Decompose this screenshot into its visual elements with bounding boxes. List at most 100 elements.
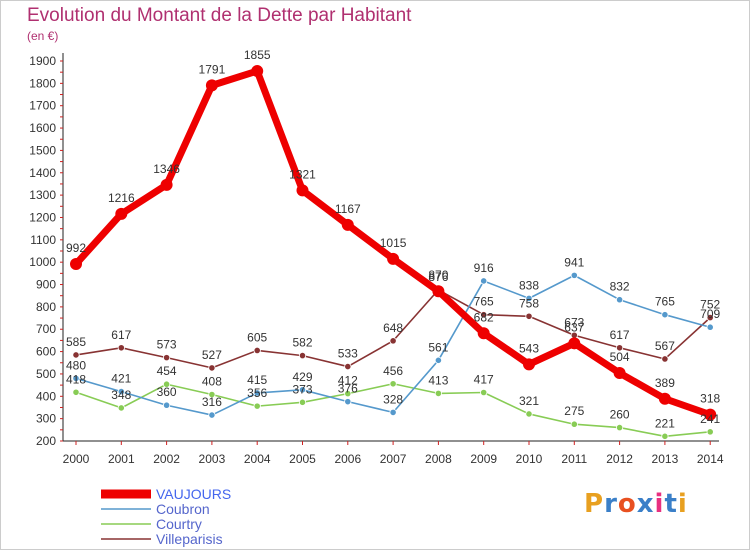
data-label: 648	[383, 321, 403, 335]
data-point	[434, 356, 442, 364]
data-label: 360	[157, 385, 177, 399]
data-point	[615, 423, 624, 432]
y-tick-label: 300	[36, 412, 56, 426]
data-point	[163, 401, 171, 409]
data-label: 637	[564, 320, 584, 334]
data-point	[568, 337, 581, 350]
data-point	[208, 411, 216, 419]
x-tick-label: 2003	[199, 452, 226, 466]
data-label: 838	[519, 278, 539, 292]
data-point	[704, 408, 717, 421]
y-tick-label: 1400	[29, 166, 56, 180]
logo-letter: i	[677, 489, 688, 519]
data-point	[72, 351, 80, 359]
data-label: 356	[247, 386, 267, 400]
x-tick-label: 2013	[652, 452, 679, 466]
data-point	[525, 410, 533, 418]
y-tick-label: 1000	[29, 255, 56, 269]
data-label: 752	[700, 298, 720, 312]
data-label: 418	[66, 372, 86, 386]
data-label: 916	[474, 261, 494, 275]
x-tick-label: 2014	[697, 452, 724, 466]
data-point	[344, 362, 352, 371]
data-point	[70, 257, 82, 270]
x-tick-label: 2000	[63, 452, 90, 466]
data-label: 573	[157, 338, 177, 352]
data-point	[117, 344, 125, 352]
data-label: 567	[655, 339, 675, 353]
data-label: 376	[338, 382, 358, 396]
data-label: 421	[111, 372, 131, 386]
data-point	[613, 367, 626, 380]
data-point	[160, 178, 173, 191]
data-point	[389, 337, 397, 345]
data-point	[661, 432, 669, 440]
data-point	[298, 398, 307, 406]
data-point	[296, 184, 309, 197]
proxiti-logo: Proxiti	[584, 489, 688, 519]
data-point	[163, 354, 171, 362]
data-label: 832	[610, 280, 630, 294]
data-point	[615, 296, 624, 304]
x-tick-label: 2004	[244, 452, 271, 466]
x-tick-label: 2007	[380, 452, 407, 466]
data-point	[389, 408, 397, 416]
y-tick-label: 600	[36, 345, 56, 359]
data-point	[208, 364, 216, 372]
data-label: 348	[111, 388, 131, 402]
logo-letter: r	[604, 489, 618, 519]
data-point	[341, 218, 354, 231]
data-point	[570, 420, 578, 428]
logo-letter: i	[654, 489, 665, 519]
data-point	[661, 311, 669, 319]
logo-letter: P	[584, 489, 605, 519]
data-label: 617	[610, 328, 630, 342]
data-point	[253, 402, 261, 410]
logo-letter: t	[664, 489, 678, 519]
y-tick-label: 400	[36, 389, 56, 403]
series-vaujours	[70, 65, 717, 421]
data-point	[115, 207, 128, 220]
data-point	[434, 389, 442, 397]
y-tick-label: 1700	[29, 99, 56, 113]
x-tick-label: 2006	[334, 452, 361, 466]
y-tick-label: 500	[36, 367, 56, 381]
y-tick-label: 1100	[30, 233, 56, 247]
data-label: 876	[428, 270, 448, 284]
data-label: 527	[202, 348, 222, 362]
data-label: 1855	[244, 48, 271, 62]
chart-title: Evolution du Montant de la Dette par Hab…	[27, 5, 412, 26]
data-label: 582	[292, 336, 312, 350]
data-label: 765	[655, 295, 675, 309]
data-point	[480, 277, 488, 285]
logo-letter: o	[617, 489, 637, 519]
data-point	[706, 428, 714, 436]
data-label: 417	[474, 372, 494, 386]
data-point	[117, 404, 125, 412]
legend-label: VAUJOURS	[156, 486, 231, 502]
data-point	[525, 294, 533, 302]
data-label: 221	[655, 416, 675, 430]
data-point	[480, 311, 488, 319]
series-coubron	[72, 271, 714, 419]
data-point	[205, 79, 218, 92]
data-label: 992	[66, 241, 86, 255]
data-label: 941	[564, 255, 584, 269]
x-tick-label: 2009	[470, 452, 497, 466]
data-label: 585	[66, 335, 86, 349]
x-tick-label: 2012	[606, 452, 633, 466]
data-point	[477, 327, 490, 340]
y-tick-label: 1800	[29, 76, 56, 90]
data-label: 373	[292, 382, 312, 396]
chart-unit-label: (en €)	[27, 29, 59, 43]
x-tick-label: 2010	[516, 452, 543, 466]
data-point	[298, 386, 307, 394]
legend-label: Coubron	[156, 501, 210, 517]
y-tick-label: 900	[36, 278, 56, 292]
data-point	[432, 285, 445, 298]
data-point	[253, 346, 261, 355]
data-point	[523, 358, 535, 371]
data-point	[344, 390, 352, 398]
